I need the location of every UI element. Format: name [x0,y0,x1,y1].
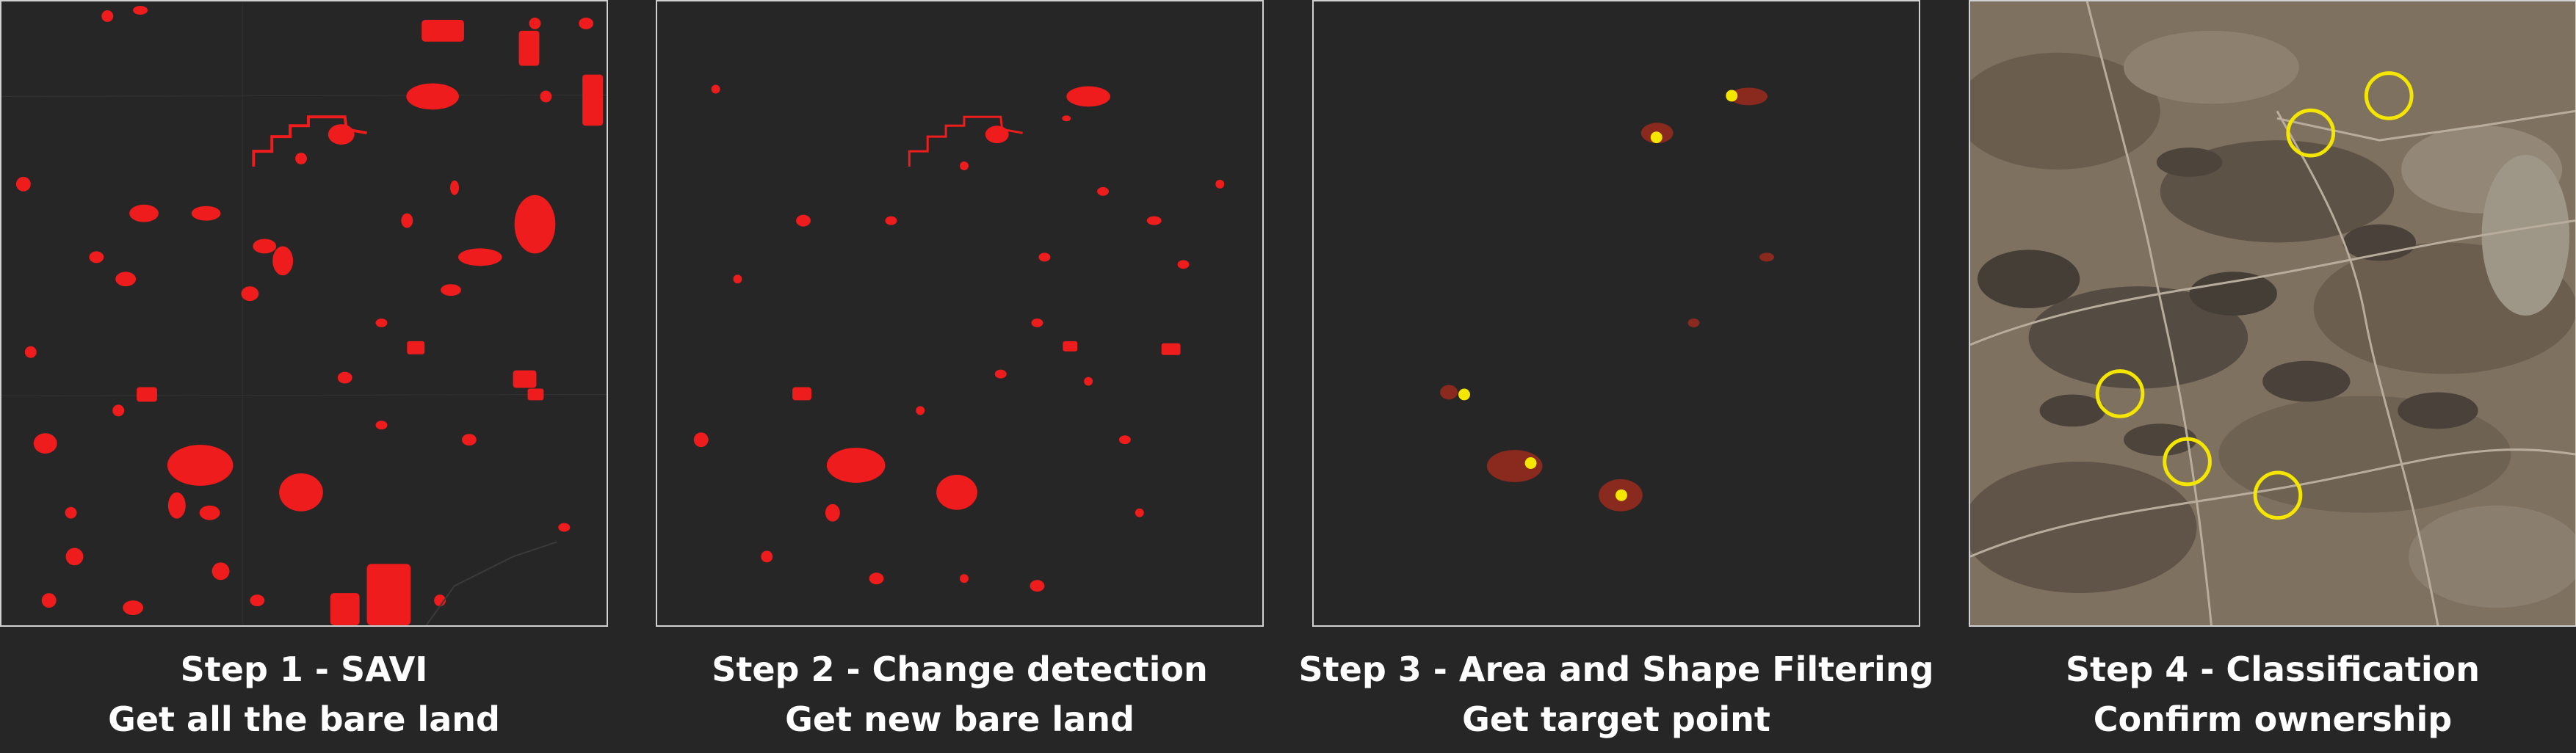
change-detection-map-panel [656,0,1264,627]
target-point [1458,388,1470,401]
road-trace [908,115,1023,167]
bare-land-patches [15,6,604,625]
confirmed-target-circle [2364,71,2414,120]
map-background [657,1,1262,625]
confirmed-target-circle [2095,369,2145,418]
new-bare-land-patches [693,84,1225,592]
step-2-caption: Step 2 - Change detection Get new bare l… [629,644,1290,744]
step-1-subtitle: Get all the bare land [108,699,500,739]
road-network [1970,1,2575,625]
tile-seam [1,393,607,396]
tile-seam [1,94,607,97]
classification-satellite-panel [1969,0,2576,627]
step-1-title: Step 1 - SAVI [180,650,428,689]
road-trace [425,541,557,625]
map-background [1314,1,1919,625]
target-points [1458,90,1738,501]
ownership-circles [2095,71,2414,520]
change-detection-map [657,1,1262,625]
satellite-image [1970,1,2575,625]
target-point [1524,457,1537,469]
target-point [1616,489,1627,501]
step-1-caption: Step 1 - SAVI Get all the bare land [0,644,634,744]
step-3-caption: Step 3 - Area and Shape Filtering Get ta… [1286,644,1947,744]
area-shape-filtering-map [1314,1,1919,625]
step-3-title: Step 3 - Area and Shape Filtering [1298,650,1934,689]
step-4-title: Step 4 - Classification [2066,650,2480,689]
confirmed-target-circle [2286,108,2336,158]
step-4-caption: Step 4 - Classification Confirm ownershi… [1942,644,2576,744]
target-point [1726,90,1738,102]
confirmed-target-circle [2253,470,2303,520]
step-4-subtitle: Confirm ownership [2093,699,2453,739]
confirmed-target-circle [2163,437,2212,487]
road-trace [252,115,367,167]
terrain-texture [1970,30,2575,608]
area-shape-filtering-map-panel [1312,0,1920,627]
savi-bare-land-map [1,1,607,625]
savi-map-panel [0,0,608,627]
step-2-subtitle: Get new bare land [785,699,1135,739]
step-3-subtitle: Get target point [1462,699,1770,739]
step-2-title: Step 2 - Change detection [712,650,1208,689]
target-point [1650,131,1663,144]
map-background [1,1,607,625]
